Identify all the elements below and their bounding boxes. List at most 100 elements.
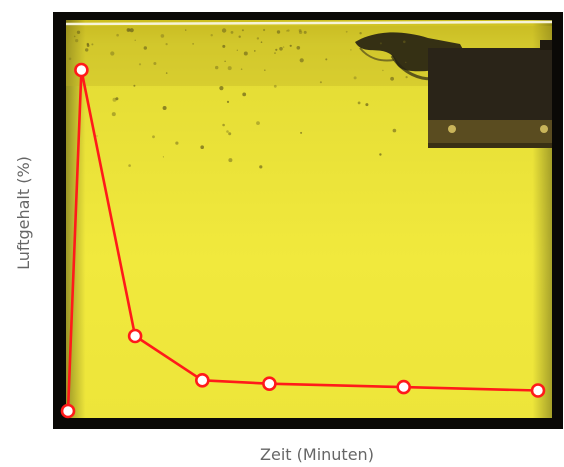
bubble <box>282 46 285 48</box>
bubble <box>138 63 142 66</box>
bubble <box>86 42 90 46</box>
bubble <box>226 130 229 133</box>
bubble <box>210 34 213 37</box>
bubble <box>143 46 147 50</box>
bubble <box>263 28 266 32</box>
bubble <box>254 50 256 52</box>
bubble <box>357 101 361 105</box>
chart-marks <box>60 62 546 419</box>
data-point-7 <box>530 383 546 398</box>
data-point-6 <box>396 379 412 395</box>
bubble <box>405 61 407 64</box>
surface-line <box>65 20 553 26</box>
bubble <box>160 34 165 38</box>
bubble <box>286 30 288 32</box>
bubble <box>227 66 232 71</box>
bubble <box>319 81 322 84</box>
bubble <box>359 32 362 35</box>
bubble <box>300 131 303 134</box>
bubble <box>111 112 116 117</box>
bubble <box>403 40 406 44</box>
bubble <box>221 28 227 33</box>
bubble <box>228 158 233 163</box>
bubble <box>345 30 348 33</box>
bubble <box>133 84 136 87</box>
bubble <box>289 44 292 47</box>
data-point-3 <box>127 328 143 344</box>
bubble <box>219 86 224 91</box>
bubble <box>303 30 307 34</box>
bubble <box>296 46 301 50</box>
device-bolt-2 <box>540 125 548 133</box>
bubble <box>75 39 79 43</box>
bubble <box>390 76 394 81</box>
bubble <box>243 51 248 56</box>
bubble <box>379 42 382 45</box>
bubble <box>110 51 115 56</box>
bubble <box>298 29 302 32</box>
bubble <box>152 135 155 139</box>
bubble <box>365 103 369 107</box>
bubble <box>382 69 384 72</box>
bubble <box>96 135 98 137</box>
bubble <box>256 121 260 125</box>
bubbles <box>68 28 408 169</box>
bubble <box>153 62 157 65</box>
bubble <box>298 30 303 34</box>
bubble <box>226 100 230 103</box>
bubble <box>276 30 281 34</box>
bubble <box>91 43 94 46</box>
bubble <box>192 43 194 45</box>
bubble <box>273 84 277 88</box>
bubble <box>162 156 164 158</box>
device-body <box>428 48 552 120</box>
bubble <box>379 153 382 156</box>
bubble <box>279 47 283 51</box>
bubble <box>129 28 134 33</box>
bubble <box>76 30 81 34</box>
bubble <box>392 128 397 133</box>
bubble <box>353 76 357 80</box>
bubble <box>242 92 247 97</box>
y-axis-label: Luftgehalt (%) <box>14 156 33 270</box>
data-point-5 <box>262 376 277 392</box>
bubble <box>126 28 131 32</box>
bubble <box>259 165 263 169</box>
bubble <box>241 29 244 32</box>
device-stem <box>540 40 552 50</box>
bubble <box>260 41 263 43</box>
bubble <box>287 29 290 32</box>
bubble <box>128 164 131 167</box>
bubble <box>68 57 72 61</box>
bubble <box>115 97 119 101</box>
background-photo <box>53 12 563 429</box>
bubble <box>215 65 219 70</box>
bubble <box>134 39 136 41</box>
bubble <box>228 132 232 136</box>
splash-wisp-2 <box>359 47 395 62</box>
data-point-4 <box>195 372 210 388</box>
bubble <box>165 43 168 46</box>
bubble <box>236 49 238 51</box>
bubble <box>73 35 76 38</box>
bubble <box>240 68 243 70</box>
bubble <box>222 44 226 48</box>
bubble <box>185 29 187 31</box>
bubble <box>264 69 266 71</box>
device-plate <box>428 120 552 146</box>
bubble <box>275 48 278 51</box>
data-point-1 <box>60 403 76 419</box>
bubble <box>230 31 234 34</box>
bubble <box>238 35 241 38</box>
bubble <box>116 33 119 37</box>
device-bolt-1 <box>448 125 456 133</box>
bubble <box>85 48 89 52</box>
bubble <box>162 106 167 110</box>
data-point-2 <box>74 62 89 78</box>
bubble <box>274 52 276 54</box>
bubble <box>256 37 260 40</box>
bubble <box>200 145 204 149</box>
bubble <box>350 49 352 51</box>
bubble <box>299 58 304 63</box>
